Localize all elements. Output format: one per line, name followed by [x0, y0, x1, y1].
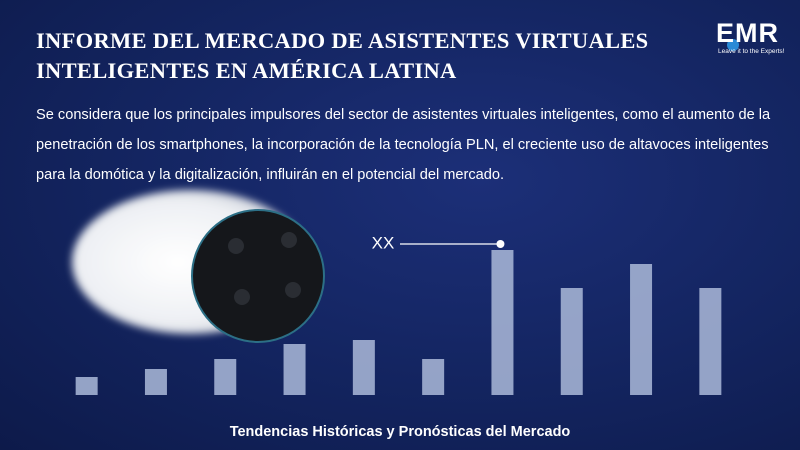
- bar: [75, 377, 98, 395]
- bar: [214, 359, 237, 395]
- title: INFORME DEL MERCADO DE ASISTENTES VIRTUA…: [36, 28, 649, 83]
- bar: [144, 369, 167, 395]
- bar: [630, 264, 653, 395]
- logo-tagline: Leave it to the Experts!: [718, 48, 785, 55]
- bar: [491, 250, 514, 395]
- logo: EMR: [716, 18, 779, 48]
- bar: [422, 359, 445, 395]
- x-axis-label: Tendencias Históricas y Pronósticas del …: [229, 424, 571, 440]
- bar: [352, 340, 375, 395]
- description: Se considera que los principales impulso…: [36, 107, 771, 183]
- bar: [283, 344, 306, 395]
- bar: [699, 288, 722, 395]
- bar: [560, 288, 583, 395]
- annotation-dot: [496, 240, 505, 248]
- annotation: XX: [372, 233, 395, 252]
- speaker-image: [72, 190, 325, 343]
- logo-mark: [727, 39, 739, 51]
